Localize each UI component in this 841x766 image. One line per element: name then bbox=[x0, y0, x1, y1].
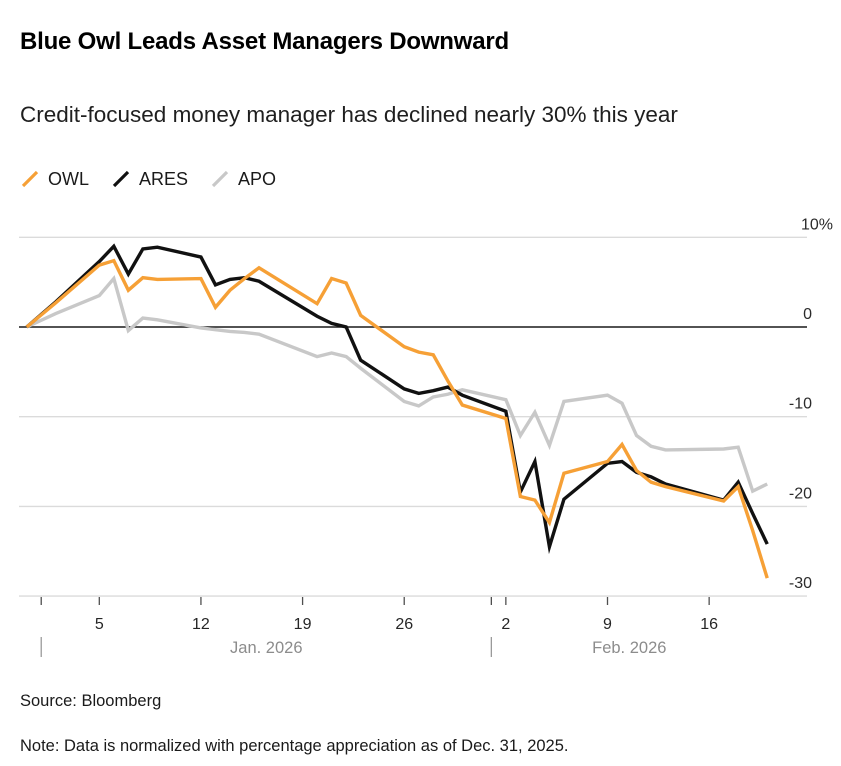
apo-series-line bbox=[25, 275, 768, 494]
x-axis-tick-label: 12 bbox=[192, 616, 210, 633]
x-axis-tick-label: 26 bbox=[395, 616, 413, 633]
y-axis-tick-label: -10 bbox=[789, 396, 812, 413]
x-axis-tick-label: 19 bbox=[294, 616, 312, 633]
source-text: Source: Bloomberg bbox=[20, 692, 162, 710]
legend: OWL ARES APO bbox=[20, 169, 276, 190]
chart-title: Blue Owl Leads Asset Managers Downward bbox=[20, 28, 509, 56]
chart-subtitle: Credit-focused money manager has decline… bbox=[20, 101, 678, 127]
apo-series-slash-icon bbox=[211, 170, 229, 188]
x-axis-tick-label: 2 bbox=[501, 616, 510, 633]
legend-item-owl: OWL bbox=[20, 169, 89, 190]
y-axis-tick-label: 10% bbox=[801, 216, 833, 233]
x-axis-tick-label: 16 bbox=[700, 616, 718, 633]
month-label: Feb. 2026 bbox=[592, 639, 666, 657]
legend-item-ares: ARES bbox=[111, 169, 188, 190]
y-axis-tick-label: -30 bbox=[789, 575, 812, 592]
legend-item-apo: APO bbox=[210, 169, 276, 190]
note-text: Note: Data is normalized with percentage… bbox=[20, 737, 569, 755]
legend-label-apo: APO bbox=[238, 169, 277, 189]
legend-label-ares: ARES bbox=[139, 169, 189, 189]
y-axis-tick-label: 0 bbox=[803, 306, 812, 323]
owl-series-slash-icon bbox=[21, 170, 39, 188]
legend-label-owl: OWL bbox=[48, 169, 90, 189]
owl-series-line bbox=[25, 258, 769, 579]
y-axis-tick-label: -20 bbox=[789, 485, 812, 502]
ares-series-slash-icon bbox=[112, 170, 130, 188]
x-axis-tick-label: 9 bbox=[603, 616, 612, 633]
month-label: Jan. 2026 bbox=[230, 639, 302, 657]
x-axis-tick-label: 5 bbox=[95, 616, 104, 633]
price-chart: 10% 0 -10 -20 -30 5 12 19 26 2 9 16 Jan. 2026 Feb. 20… bbox=[19, 216, 833, 657]
